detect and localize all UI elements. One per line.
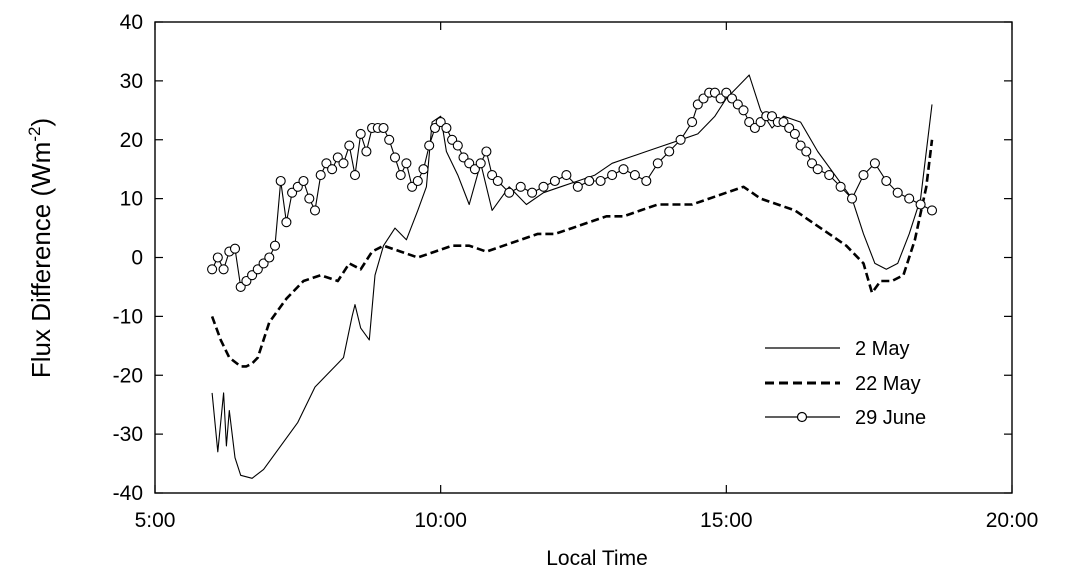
data-point-29-june xyxy=(412,175,423,187)
x-tick-label: 15:00 xyxy=(700,509,753,532)
y-tick-label: -40 xyxy=(113,482,143,505)
series-line-2-may xyxy=(211,74,933,479)
data-point-29-june xyxy=(504,187,515,198)
x-axis-ticks: 5:00 10:00 15:00 20:00 xyxy=(135,22,1039,532)
y-axis-title: Flux Difference (Wm-2) xyxy=(25,118,56,378)
data-point-29-june xyxy=(824,170,835,181)
data-point-29-june xyxy=(766,111,778,122)
data-point-29-june xyxy=(584,175,595,187)
data-point-29-june xyxy=(229,243,241,254)
data-point-29-june xyxy=(309,205,321,216)
data-point-29-june xyxy=(401,158,412,169)
data-point-29-june xyxy=(281,217,292,228)
y-tick-label: 10 xyxy=(120,188,143,211)
data-point-29-june xyxy=(618,164,629,175)
series-line-22-may xyxy=(210,139,934,368)
y-axis-title-superscript: -2 xyxy=(25,127,44,142)
data-point-29-june xyxy=(538,181,549,192)
data-point-29-june xyxy=(595,175,606,187)
y-tick-label: 30 xyxy=(120,70,143,93)
series-layer xyxy=(207,74,938,479)
data-point-29-june xyxy=(846,193,858,204)
data-point-29-june xyxy=(252,264,263,275)
y-tick-label: 20 xyxy=(120,129,143,152)
legend-label-29-june: 29 June xyxy=(855,407,926,429)
data-point-29-june xyxy=(481,146,492,157)
data-point-29-june xyxy=(338,158,349,169)
y-tick-label: -20 xyxy=(113,364,143,387)
y-tick-label: -30 xyxy=(113,423,143,446)
data-point-29-june xyxy=(218,264,229,275)
data-point-29-june xyxy=(384,134,395,145)
x-tick-label: 10:00 xyxy=(414,509,467,532)
data-point-29-june xyxy=(835,181,846,192)
data-point-29-june xyxy=(549,175,560,187)
data-point-29-june xyxy=(915,199,926,210)
data-point-29-june xyxy=(355,128,366,139)
legend: 2 May 22 May 29 June xyxy=(765,338,926,429)
data-point-29-june xyxy=(675,134,686,145)
data-point-29-june xyxy=(212,252,223,263)
data-point-29-june xyxy=(881,175,892,187)
data-point-29-june xyxy=(452,140,463,151)
data-point-29-june xyxy=(389,152,401,163)
data-point-29-june xyxy=(418,164,429,175)
data-point-29-june xyxy=(738,105,749,116)
data-point-29-june xyxy=(858,170,869,181)
data-point-29-june xyxy=(629,170,640,181)
legend-marker-29-june xyxy=(796,411,808,423)
x-tick-label: 5:00 xyxy=(135,509,176,532)
y-tick-label: 40 xyxy=(120,11,143,34)
x-axis-title: Local Time xyxy=(546,547,648,570)
data-point-29-june xyxy=(264,252,275,263)
data-point-29-june xyxy=(344,140,355,151)
data-point-29-june xyxy=(652,158,663,169)
data-point-29-june xyxy=(269,240,281,251)
data-point-29-june xyxy=(892,187,903,198)
data-point-29-june xyxy=(687,117,698,128)
legend-label-22-may: 22 May xyxy=(855,373,921,395)
y-axis-ticks: -40 -30 -20 -10 0 10 20 30 40 xyxy=(113,11,1012,505)
data-point-29-june xyxy=(492,175,503,187)
data-point-29-june xyxy=(275,175,286,187)
y-tick-label: 0 xyxy=(131,247,143,270)
data-point-29-june xyxy=(349,170,361,181)
data-point-29-june xyxy=(475,158,486,169)
data-point-29-june xyxy=(424,140,435,151)
legend-label-2-may: 2 May xyxy=(855,338,909,360)
data-point-29-june xyxy=(641,175,652,187)
data-point-29-june xyxy=(469,164,480,175)
data-point-29-june xyxy=(801,146,812,157)
y-axis-title-close: ) xyxy=(26,118,56,127)
x-tick-label: 20:00 xyxy=(986,509,1039,532)
data-point-29-june xyxy=(664,146,675,157)
data-point-29-june xyxy=(327,164,338,175)
data-point-29-june xyxy=(207,264,218,275)
data-point-29-june xyxy=(378,122,389,134)
data-point-29-june xyxy=(869,158,880,169)
data-point-29-june xyxy=(395,170,406,181)
data-point-29-june xyxy=(812,164,823,175)
data-point-29-june xyxy=(304,193,315,204)
data-point-29-june xyxy=(726,93,738,104)
data-point-29-june xyxy=(561,170,572,181)
data-point-29-june xyxy=(926,205,938,216)
data-point-29-june xyxy=(607,170,618,181)
data-point-29-june xyxy=(527,187,538,198)
data-point-29-june xyxy=(572,181,583,192)
data-point-29-june xyxy=(515,181,526,192)
data-point-29-june xyxy=(298,175,309,187)
data-point-29-june xyxy=(361,146,372,157)
y-axis-title-main: Flux Difference (Wm xyxy=(26,142,56,378)
series-line-29-june xyxy=(211,92,933,288)
data-point-29-june xyxy=(441,122,452,134)
data-point-29-june xyxy=(789,128,800,139)
y-tick-label: -10 xyxy=(113,305,143,328)
data-point-29-june xyxy=(315,170,326,181)
data-point-29-june xyxy=(904,193,915,204)
